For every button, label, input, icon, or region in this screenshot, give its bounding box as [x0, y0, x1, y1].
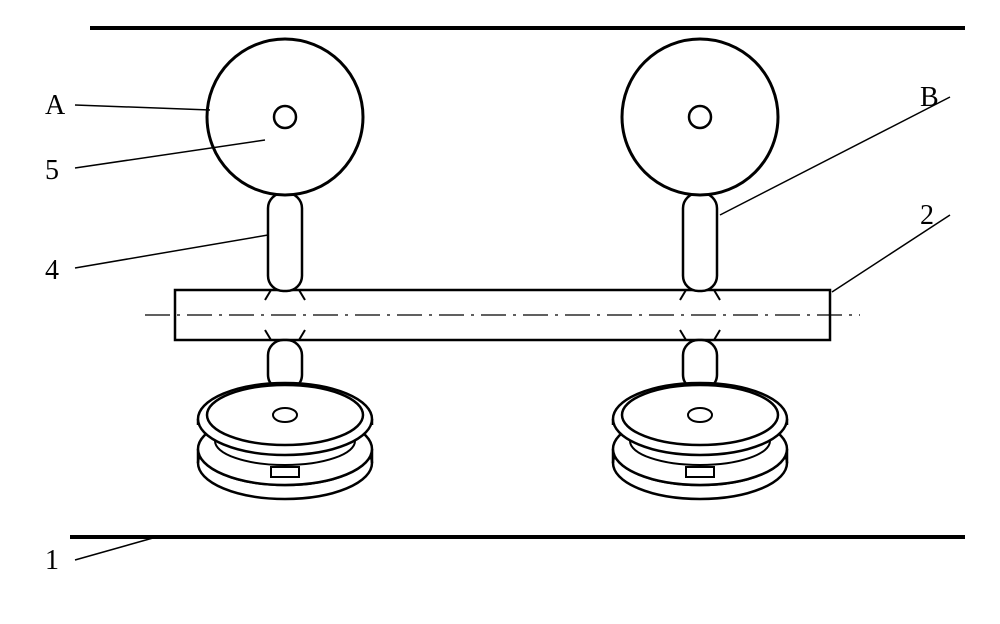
label-4: 4 — [45, 255, 59, 287]
upper-post-left — [268, 193, 302, 291]
leader-1 — [75, 536, 160, 560]
leader-4 — [75, 235, 268, 268]
label-A: A — [45, 90, 65, 122]
diagram-canvas — [0, 0, 1000, 624]
label-5: 5 — [45, 155, 59, 187]
upper-wheel-hub-left — [274, 106, 296, 128]
label-2: 2 — [920, 200, 934, 232]
label-1: 1 — [45, 545, 59, 577]
lower-roller-left — [198, 383, 372, 499]
leader-A — [75, 105, 210, 110]
upper-post-right — [683, 193, 717, 291]
lower-roller-right — [613, 383, 787, 499]
upper-wheel-hub-right — [689, 106, 711, 128]
label-B: B — [920, 82, 939, 114]
